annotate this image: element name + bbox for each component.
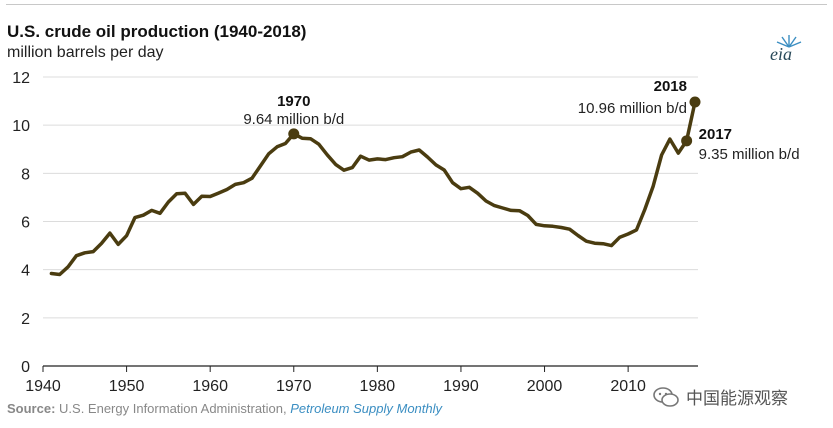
y-tick-label: 4 [21,263,30,280]
eia-logo: eia [768,34,808,68]
sun-rays-icon [776,35,802,48]
x-tick-label: 2010 [610,378,646,395]
annotation-marker [288,128,300,140]
top-rule [6,4,827,5]
eia-logo-text: eia [770,44,792,64]
y-tick-label: 12 [12,70,30,87]
annotation-value-label: 10.96 million b/d [578,100,687,117]
annotation-value-label: 9.64 million b/d [243,111,344,128]
wechat-icon [653,386,679,407]
annotation-marker [689,96,701,108]
source-publication-link[interactable]: Petroleum Supply Monthly [290,401,443,416]
source-note: Source: U.S. Energy Information Administ… [7,401,442,416]
chart-title: U.S. crude oil production (1940-2018) [7,22,307,41]
annotation-marker [681,135,693,147]
x-axis-ticks: 1940 1950 1960 1970 1980 1990 2000 2010 [25,366,646,395]
watermark: 中国能源观察 [652,384,788,409]
x-tick-label: 2000 [527,378,563,395]
series-line [49,100,697,277]
x-tick-label: 1950 [109,378,145,395]
grid-lines [43,76,698,367]
source-label: Source: [7,401,56,416]
chart-subtitle: million barrels per day [7,44,164,61]
watermark-text: 中国能源观察 [686,389,788,409]
x-tick-label: 1960 [192,378,228,395]
annotation-value-label: 9.35 million b/d [699,146,800,163]
line-chart: 0 2 4 6 8 10 12 1940 1950 1960 1970 1980 1990 2000 20… [12,70,799,395]
y-tick-label: 10 [12,118,30,135]
y-tick-label: 0 [21,359,30,376]
x-tick-label: 1980 [360,378,396,395]
y-tick-label: 6 [21,215,30,232]
y-axis-ticks: 0 2 4 6 8 10 12 [12,70,30,376]
y-tick-label: 8 [21,166,30,183]
annotation-year-label: 1970 [277,93,310,110]
x-tick-label: 1940 [25,378,61,395]
annotation-year-label: 2017 [699,126,732,143]
y-tick-label: 2 [21,311,30,328]
x-tick-label: 1970 [276,378,312,395]
source-text: U.S. Energy Information Administration, [59,401,287,416]
x-tick-label: 1990 [443,378,479,395]
annotation-year-label: 2018 [654,78,687,95]
